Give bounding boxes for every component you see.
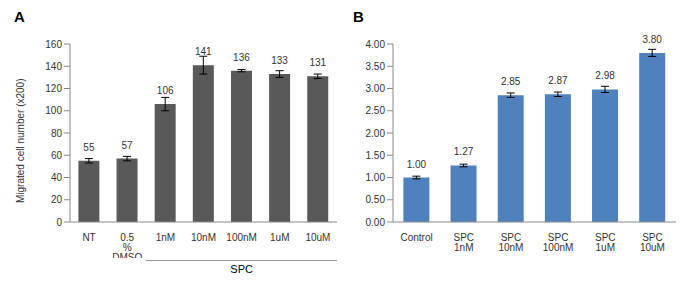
svg-text:40: 40 [51,172,63,183]
svg-text:1.00: 1.00 [407,159,427,170]
svg-text:20: 20 [51,194,63,205]
svg-text:Control: Control [400,232,432,243]
svg-text:100nM: 100nM [226,232,257,243]
svg-text:SPC10nM: SPC10nM [498,232,523,253]
svg-text:Migrated cell number (x200): Migrated cell number (x200) [15,79,26,204]
svg-text:55: 55 [83,142,95,153]
svg-text:0: 0 [56,217,62,228]
svg-text:0.00: 0.00 [366,217,386,228]
svg-text:106: 106 [157,85,174,96]
svg-text:NT: NT [82,232,95,243]
svg-text:SPC10uM: SPC10uM [640,232,665,253]
svg-text:0.5%DMSO: 0.5%DMSO [112,232,142,258]
svg-text:3.50: 3.50 [366,61,386,72]
svg-text:4.00: 4.00 [366,39,386,50]
svg-text:2.85: 2.85 [501,76,521,87]
svg-text:SPC1uM: SPC1uM [595,232,616,253]
svg-text:80: 80 [51,128,63,139]
svg-text:3.00: 3.00 [366,83,386,94]
svg-text:2.00: 2.00 [366,128,386,139]
svg-text:60: 60 [51,150,63,161]
svg-text:1nM: 1nM [156,232,175,243]
html-text:A: A [14,8,25,25]
svg-text:1.27: 1.27 [454,146,474,157]
svg-text:SPC1nM: SPC1nM [453,232,474,253]
svg-text:10uM: 10uM [305,232,330,243]
svg-text:1.50: 1.50 [366,150,386,161]
svg-text:2.98: 2.98 [595,70,615,81]
svg-text:120: 120 [45,83,62,94]
svg-text:2.50: 2.50 [366,105,386,116]
svg-text:100: 100 [45,105,62,116]
svg-text:1.00: 1.00 [366,172,386,183]
svg-text:10nM: 10nM [191,232,216,243]
svg-text:141: 141 [195,46,212,57]
svg-text:140: 140 [45,61,62,72]
svg-text:SPC100nM: SPC100nM [543,232,574,253]
svg-text:131: 131 [309,57,326,68]
svg-text:0.50: 0.50 [366,194,386,205]
svg-text:1uM: 1uM [270,232,289,243]
svg-text:133: 133 [271,55,288,66]
svg-text:3.80: 3.80 [642,34,662,45]
svg-text:57: 57 [121,140,133,151]
html-text:B: B [353,8,364,25]
svg-text:2.87: 2.87 [548,75,568,86]
svg-text:136: 136 [233,52,250,63]
svg-text:160: 160 [45,39,62,50]
html-text:SPC: SPC [230,263,253,275]
